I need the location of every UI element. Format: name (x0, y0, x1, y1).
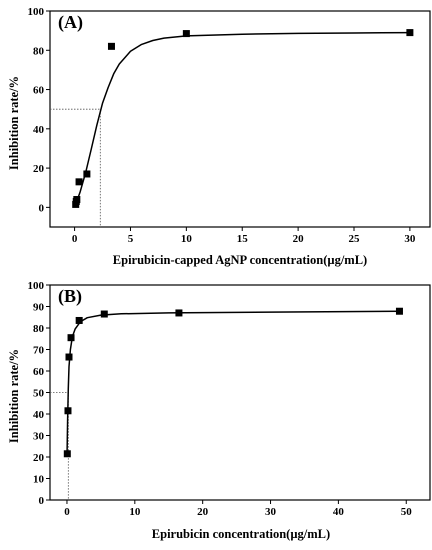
chart-panel-a: (A) Inhibition rate/% Epirubicin-capped … (7, 6, 431, 267)
data-point-b (65, 353, 73, 361)
x-tick-label-b: 20 (197, 506, 209, 518)
x-tick-label-a: 5 (128, 233, 134, 245)
y-tick-label-b: 100 (28, 280, 45, 292)
y-axis-title-b: Inhibition rate/% (7, 349, 21, 443)
data-point-b (67, 334, 75, 342)
x-tick-label-a: 10 (181, 233, 193, 245)
y-tick-label-a: 40 (33, 124, 45, 136)
data-point-b (175, 309, 183, 317)
x-tick-label-b: 0 (64, 506, 70, 518)
y-tick-label-a: 20 (33, 163, 45, 175)
y-tick-label-b: 80 (33, 323, 45, 335)
x-tick-label-a: 15 (237, 233, 249, 245)
ic50-guide-line-a (50, 108, 101, 227)
data-point-b (63, 450, 71, 458)
y-tick-label-a: 60 (33, 85, 45, 97)
data-point-b (100, 310, 108, 318)
panel-label-b: (B) (58, 286, 82, 307)
x-tick-label-a: 30 (404, 233, 416, 245)
data-point-a (107, 42, 115, 50)
x-tick-label-a: 25 (349, 233, 361, 245)
chart-panel-b: (B) Inhibition rate/% Epirubicin concent… (7, 280, 431, 541)
x-tick-label-b: 50 (401, 506, 413, 518)
y-tick-label-b: 50 (33, 388, 45, 400)
y-tick-label-b: 0 (39, 495, 45, 507)
y-tick-label-b: 90 (33, 302, 45, 314)
data-point-a (75, 178, 83, 186)
panel-label-a: (A) (58, 12, 83, 33)
plot-frame-a (49, 10, 431, 228)
y-tick-label-a: 80 (33, 45, 45, 57)
y-axis-title-a: Inhibition rate/% (7, 76, 21, 170)
data-point-b (395, 307, 403, 315)
y-tick-label-a: 0 (39, 202, 45, 214)
x-tick-label-b: 10 (129, 506, 141, 518)
y-tick-label-b: 60 (33, 366, 45, 378)
x-tick-label-a: 20 (293, 233, 305, 245)
x-tick-label-b: 30 (265, 506, 277, 518)
data-point-a (83, 170, 91, 178)
data-point-a (182, 30, 190, 38)
y-tick-label-b: 30 (33, 431, 45, 443)
y-tick-label-b: 20 (33, 452, 45, 464)
x-axis-title-b: Epirubicin concentration(µg/mL) (152, 527, 330, 541)
x-tick-label-a: 0 (72, 233, 78, 245)
data-point-a (406, 29, 414, 37)
y-tick-label-a: 100 (28, 6, 45, 18)
data-point-a (73, 196, 81, 204)
y-tick-label-b: 10 (33, 474, 45, 486)
y-tick-label-b: 40 (33, 409, 45, 421)
fit-curve-a (73, 31, 410, 208)
x-tick-label-b: 40 (333, 506, 345, 518)
x-axis-title-a: Epirubicin-capped AgNP concentration(µg/… (113, 253, 367, 267)
data-point-b (75, 316, 83, 324)
y-tick-label-b: 70 (33, 345, 45, 357)
fit-curve-b (66, 310, 400, 458)
data-point-b (64, 407, 72, 415)
